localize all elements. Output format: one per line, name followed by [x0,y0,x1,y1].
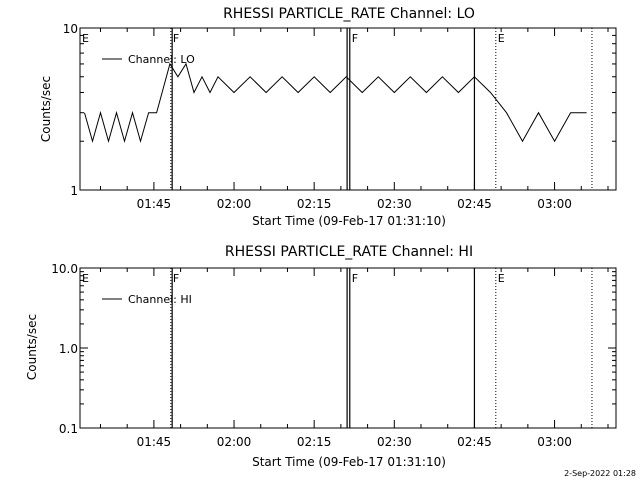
hi-x-axis-label: Start Time (09-Feb-17 01:31:10) [252,455,446,469]
hi-plot-frame [79,267,617,429]
hi-event-marker-label: F [173,272,179,285]
lo-channel-panel: RHESSI PARTICLE_RATE Channel: LO Counts/… [39,6,617,228]
lo-event-marker-label: F [352,32,358,45]
footer-date-stamp: 2-Sep-2022 01:28 [564,469,636,478]
hi-event-marker-label: E [82,272,89,285]
hi-y-tick-label: 1.0 [59,342,78,356]
hi-x-tick-label: 03:00 [537,435,572,449]
hi-channel-panel: RHESSI PARTICLE_RATE Channel: HI Counts/… [25,244,617,469]
lo-event-marker-label: F [173,32,179,45]
lo-x-tick-label: 03:00 [537,197,572,211]
lo-y-axis-label: Counts/sec [39,76,53,142]
hi-y-tick-label: 0.1 [59,422,78,436]
lo-x-tick-label: 02:15 [297,197,332,211]
hi-x-tick-label: 02:30 [377,435,412,449]
hi-x-tick-label: 02:45 [457,435,492,449]
lo-y-tick-label: 1 [70,184,78,198]
lo-event-marker-label: E [82,32,89,45]
lo-x-tick-label: 02:30 [377,197,412,211]
lo-chart-title: RHESSI PARTICLE_RATE Channel: LO [223,6,475,22]
lo-x-tick-label: 02:00 [217,197,252,211]
hi-y-axis-label: Counts/sec [25,314,39,380]
lo-x-axis-label: Start Time (09-Feb-17 01:31:10) [252,214,446,228]
lo-legend-label: Channel: LO [128,53,195,66]
lo-series-line [84,62,587,144]
hi-x-tick-label: 02:15 [297,435,332,449]
hi-event-marker-label: F [352,272,358,285]
lo-event-marker-label: E [498,32,505,45]
lo-y-tick-label: 10 [63,22,78,36]
hi-y-tick-label: 10.0 [51,262,78,276]
lo-x-tick-label: 02:45 [457,197,492,211]
hi-x-tick-label: 02:00 [217,435,252,449]
lo-x-tick-label: 01:45 [137,197,172,211]
hi-chart-title: RHESSI PARTICLE_RATE Channel: HI [225,244,473,260]
hi-event-marker-label: E [498,272,505,285]
hi-x-tick-label: 01:45 [137,435,172,449]
hi-legend-label: Channel: HI [128,293,192,306]
